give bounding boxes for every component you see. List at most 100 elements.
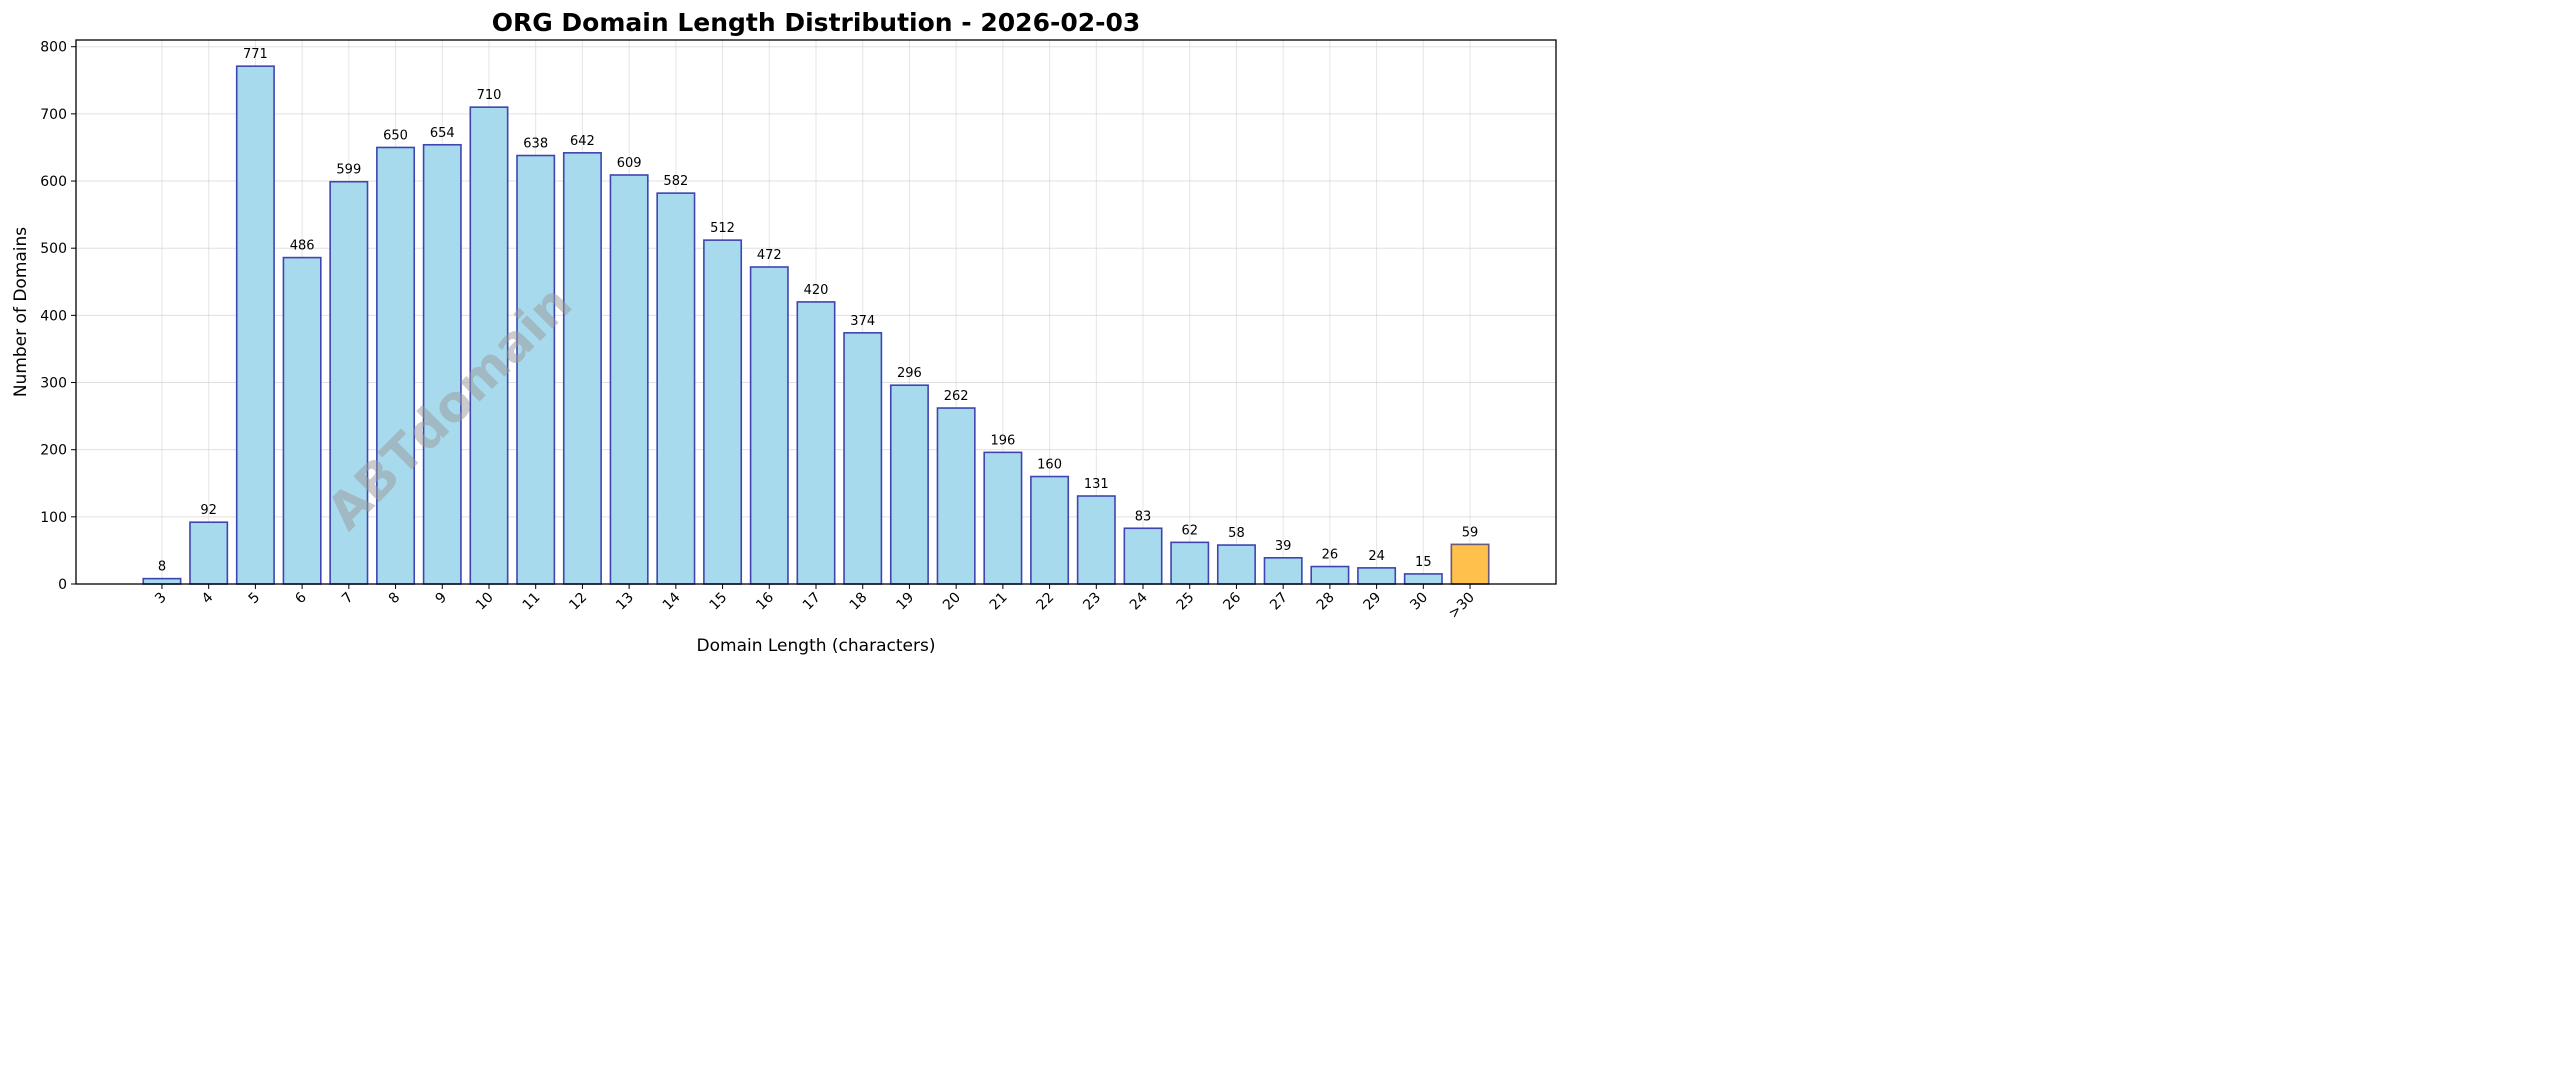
bar-27	[1263, 557, 1303, 585]
bar-21	[983, 451, 1023, 585]
bar-4	[189, 521, 229, 585]
data-label: 262	[944, 389, 969, 404]
x-tick-label: 27	[1267, 590, 1291, 614]
x-tick-label: 21	[987, 590, 1011, 614]
x-tick-label: 5	[246, 590, 264, 608]
bar-23	[1076, 495, 1116, 585]
bar-25	[1170, 541, 1210, 585]
x-tick-label: 8	[386, 590, 404, 608]
data-label: 92	[200, 503, 217, 518]
y-tick-label: 300	[40, 376, 67, 392]
bar-15	[703, 239, 743, 585]
x-tick-label: 17	[800, 590, 824, 614]
bar->30	[1450, 543, 1490, 585]
x-tick-label: 15	[706, 590, 730, 614]
data-label: 710	[477, 88, 502, 103]
x-tick-label: 6	[292, 589, 310, 607]
bar-18	[843, 332, 883, 585]
data-label: 374	[850, 314, 875, 329]
x-axis-label: Domain Length (characters)	[697, 636, 936, 656]
bar-12	[562, 152, 602, 585]
data-label: 582	[663, 174, 688, 189]
data-label: 58	[1228, 526, 1245, 541]
bar-24	[1123, 527, 1163, 585]
x-tick-label: 12	[566, 590, 590, 614]
x-tick-label: 16	[753, 589, 777, 613]
x-tick-label: 14	[660, 589, 684, 613]
bar-29	[1357, 567, 1397, 585]
y-tick-label: 100	[40, 510, 67, 526]
data-label: 642	[570, 134, 595, 149]
bar-22	[1030, 475, 1070, 585]
data-label: 296	[897, 366, 922, 381]
data-label: 26	[1322, 548, 1339, 563]
data-label: 196	[990, 433, 1015, 448]
bar-28	[1310, 565, 1350, 585]
x-tick-label: 18	[847, 590, 871, 614]
bar-9	[422, 143, 462, 585]
y-tick-label: 600	[40, 174, 67, 190]
bar-26	[1216, 544, 1256, 585]
data-label: 472	[757, 248, 782, 263]
data-label: 62	[1181, 523, 1198, 538]
y-tick-label: 0	[58, 577, 67, 593]
x-tick-label: 29	[1361, 590, 1385, 614]
bar-5	[235, 65, 275, 585]
data-label: 59	[1462, 525, 1479, 540]
data-label: 486	[290, 239, 315, 254]
y-tick-label: 800	[40, 40, 67, 56]
bar-20	[936, 407, 976, 585]
data-label: 8	[158, 560, 166, 575]
bar-14	[656, 192, 696, 585]
y-tick-label: 700	[40, 107, 67, 123]
data-label: 83	[1135, 509, 1152, 524]
x-tick-label: 30	[1407, 590, 1431, 614]
data-label: 771	[243, 47, 268, 62]
chart-title: ORG Domain Length Distribution - 2026-02…	[492, 8, 1141, 37]
bar-7	[329, 180, 369, 585]
data-label: 650	[383, 128, 408, 143]
data-label: 131	[1084, 477, 1109, 492]
bar-11	[516, 154, 556, 585]
x-tick-label: >30	[1446, 590, 1478, 622]
x-tick-label: 9	[432, 590, 450, 608]
bar-13	[609, 174, 649, 585]
data-label: 609	[617, 156, 642, 171]
x-tick-label: 3	[152, 590, 170, 608]
bar-30	[1403, 573, 1443, 585]
bar-6	[282, 256, 322, 585]
data-label: 638	[523, 137, 548, 152]
bar-19	[889, 384, 929, 585]
x-tick-label: 10	[473, 590, 497, 614]
x-tick-label: 20	[940, 590, 964, 614]
x-tick-label: 28	[1314, 590, 1338, 614]
data-label: 160	[1037, 458, 1062, 473]
bar-3	[142, 577, 182, 585]
data-label: 15	[1415, 555, 1432, 570]
x-tick-label: 19	[893, 590, 917, 614]
y-axis-label: Number of Domains	[11, 227, 31, 397]
bar-16	[749, 266, 789, 585]
x-tick-label: 25	[1174, 590, 1198, 614]
x-tick-label: 4	[199, 589, 217, 607]
x-tick-label: 22	[1033, 590, 1057, 614]
x-tick-label: 13	[613, 590, 637, 614]
bar-17	[796, 301, 836, 585]
x-tick-label: 7	[339, 590, 357, 608]
plot-frame	[75, 39, 1557, 585]
x-tick-label: 11	[520, 590, 544, 614]
bar-10	[469, 106, 509, 585]
x-tick-label: 26	[1220, 589, 1244, 613]
y-tick-label: 500	[40, 241, 67, 257]
data-label: 512	[710, 221, 735, 236]
data-label: 654	[430, 126, 455, 141]
y-tick-label: 200	[40, 443, 67, 459]
data-label: 420	[804, 283, 829, 298]
bar-8	[376, 146, 416, 585]
x-tick-label: 23	[1080, 590, 1104, 614]
x-tick-label: 24	[1127, 589, 1151, 613]
data-label: 599	[336, 163, 361, 178]
data-label: 39	[1275, 539, 1292, 554]
data-label: 24	[1368, 549, 1385, 564]
